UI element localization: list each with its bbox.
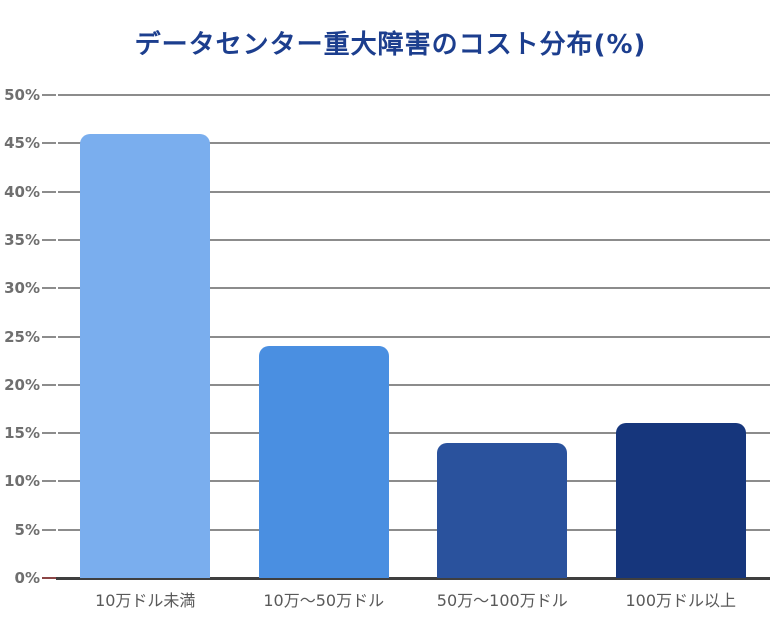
tick-mark — [42, 238, 56, 241]
y-axis-label: 10% — [4, 472, 40, 491]
tick-mark — [42, 480, 56, 483]
gridline — [58, 335, 770, 338]
gridline — [58, 480, 770, 483]
gridline — [58, 190, 770, 193]
bar-3 — [437, 442, 568, 578]
x-axis-label: 100万ドル以上 — [625, 591, 737, 610]
y-axis-label: 40% — [4, 182, 40, 201]
gridline — [58, 432, 770, 435]
tick-mark — [42, 287, 56, 290]
y-axis-label: 45% — [4, 134, 40, 153]
y-axis-label: 50% — [4, 86, 40, 104]
tick-mark — [42, 335, 56, 338]
gridline — [58, 142, 770, 145]
x-axis-label: 10万ドル未満 — [95, 591, 196, 610]
y-axis-label: 20% — [4, 375, 40, 394]
gridline — [58, 383, 770, 386]
gridline — [58, 528, 770, 531]
x-axis-line — [56, 577, 770, 580]
y-axis-label: 30% — [4, 279, 40, 298]
tick-mark — [42, 94, 56, 96]
bar-2 — [258, 346, 389, 578]
x-axis-label: 10万〜50万ドル — [263, 591, 385, 610]
x-axis-label: 50万〜100万ドル — [436, 591, 568, 610]
tick-mark — [42, 383, 56, 386]
gridline — [58, 287, 770, 290]
y-axis-label: 5% — [14, 520, 40, 539]
tick-mark — [42, 190, 56, 193]
y-axis-label: 35% — [4, 230, 40, 249]
y-axis-label: 0% — [14, 569, 40, 587]
bar-1 — [80, 133, 211, 578]
gridline — [58, 94, 770, 96]
y-axis-label: 25% — [4, 327, 40, 346]
tick-mark — [42, 528, 56, 531]
gridline — [58, 238, 770, 241]
bar-4 — [615, 423, 746, 578]
zero-tick-mark — [42, 577, 56, 579]
tick-mark — [42, 432, 56, 435]
chart-title: データセンター重大障害のコスト分布(%) — [134, 30, 647, 60]
y-axis-label: 15% — [4, 424, 40, 443]
tick-mark — [42, 142, 56, 145]
